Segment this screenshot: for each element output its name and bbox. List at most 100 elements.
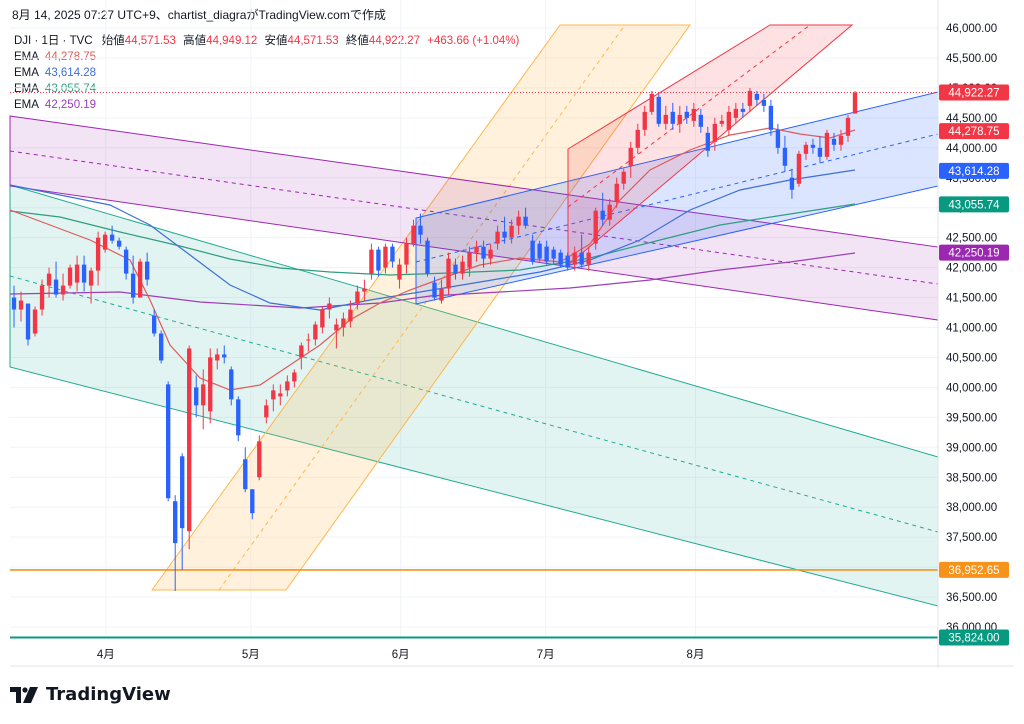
y-tick-label: 38,000.00 (946, 502, 997, 514)
candle (46, 267, 52, 298)
candle (509, 219, 514, 244)
candle-body (523, 216, 528, 226)
candle-body (544, 246, 549, 262)
candle (565, 252, 570, 271)
candle (215, 348, 220, 370)
candle-body (698, 114, 703, 127)
candle-body (838, 135, 844, 145)
ema-label: EMA (14, 83, 39, 95)
candle-body (439, 288, 444, 301)
candle-body (747, 90, 753, 106)
time-axis: 4月 5月 6月 7月 8月 (10, 649, 1014, 667)
ema-row-3[interactable]: EMA 43,055.74 (14, 81, 519, 97)
price-tag-bg (939, 244, 1009, 261)
candle (404, 237, 409, 274)
price-tag-text: 43,614.28 (948, 166, 999, 178)
candle-body (635, 129, 640, 148)
candle-body (460, 261, 465, 274)
candle-body (852, 92, 858, 114)
candle (740, 102, 746, 118)
candle (116, 237, 122, 250)
y-tick-label: 38,500.00 (946, 472, 997, 484)
candle-body (719, 120, 725, 124)
candle (656, 93, 661, 127)
candle (691, 102, 696, 127)
candle (712, 117, 718, 151)
candle (187, 345, 192, 550)
candle-body (824, 132, 830, 157)
candle (796, 150, 802, 187)
candle-body (250, 489, 255, 514)
candle (593, 207, 598, 250)
candle-body (46, 273, 52, 286)
candle (684, 105, 689, 124)
price-tag-text: 42,250.19 (948, 248, 999, 260)
candle-body (201, 384, 206, 406)
candle-body (817, 147, 823, 157)
candle (369, 243, 374, 280)
candle-body (628, 147, 633, 166)
candle-body (102, 234, 108, 250)
candle-body (180, 456, 185, 529)
candle-body (123, 249, 129, 274)
candle-body (782, 147, 788, 166)
candle (299, 342, 304, 370)
candle-body (502, 231, 507, 238)
candle (334, 318, 339, 349)
x-tick-label: 8月 (687, 649, 705, 661)
candle (467, 246, 472, 277)
candle (208, 348, 213, 424)
candle-body (509, 225, 514, 238)
candle-body (130, 273, 136, 298)
candle-body (278, 393, 283, 397)
candle-body (215, 354, 220, 361)
price-chart[interactable]: 46,000.0045,500.0045,000.0044,500.0044,0… (0, 0, 1024, 680)
candle-body (558, 252, 563, 265)
ema-value: 43,055.74 (44, 83, 97, 95)
candle (551, 246, 556, 265)
candle (432, 276, 437, 301)
ema-row-1[interactable]: EMA 44,278.75 (14, 49, 519, 65)
price-tag-text: 44,278.75 (948, 126, 999, 138)
candle-body (243, 459, 248, 490)
horizontal-levels (10, 92, 938, 639)
candle-body (208, 357, 213, 412)
ema-row-4[interactable]: EMA 42,250.19 (14, 97, 519, 113)
price-tag-bg (939, 123, 1009, 140)
candle-body (144, 261, 150, 280)
candle-body (446, 258, 451, 289)
candle-body (537, 243, 542, 259)
candle (628, 141, 633, 178)
candle (278, 384, 283, 406)
candle (831, 132, 837, 151)
candle-body (516, 216, 521, 226)
candle (390, 243, 395, 268)
candle-body (425, 240, 430, 274)
price-tag: 43,055.74 (939, 196, 1009, 213)
ema-row-2[interactable]: EMA 43,614.28 (14, 65, 519, 81)
trend-channels (9, 24, 939, 607)
tradingview-logo[interactable]: TradingView (10, 684, 171, 705)
candle (649, 90, 654, 115)
price-tag-bg (939, 629, 1009, 646)
candle (95, 231, 101, 286)
candle (320, 306, 325, 334)
candle-body (53, 279, 59, 295)
candle-body (299, 345, 304, 358)
candle (635, 123, 640, 154)
candle (180, 453, 185, 571)
candle-body (453, 264, 458, 274)
candle (144, 252, 150, 286)
candle-body (551, 249, 556, 259)
candle-body (845, 117, 851, 136)
candle-body (607, 204, 612, 220)
close-value: 44,922.27 (368, 35, 421, 47)
candle (817, 135, 823, 163)
candle (376, 246, 381, 277)
candle-body (67, 267, 73, 286)
x-tick-label: 7月 (537, 649, 555, 661)
price-tag-text: 35,824.00 (948, 633, 999, 645)
candle-body (677, 114, 682, 124)
symbol-name: DJI · 1日 · TVC (14, 35, 93, 47)
